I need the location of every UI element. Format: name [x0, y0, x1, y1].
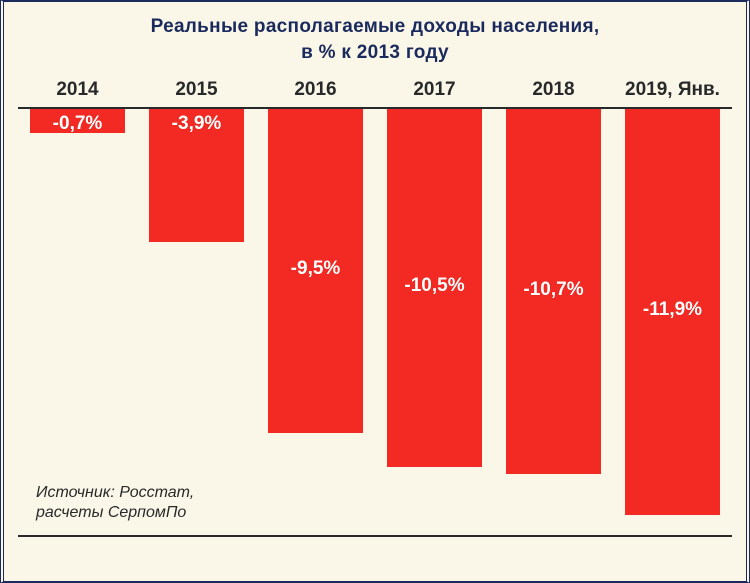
bar-slot: -3,9% — [137, 109, 256, 535]
bar-slot: -10,5% — [375, 109, 494, 535]
source-line1: Источник: Росстат, — [36, 483, 194, 503]
bar-value-label: -0,7% — [53, 113, 103, 135]
chart-title: Реальные располагаемые доходы населения,… — [18, 14, 732, 65]
bar: -3,9% — [149, 109, 244, 242]
bar: -10,7% — [506, 109, 601, 474]
bar-slot: -10,7% — [494, 109, 613, 535]
category-label: 2016 — [256, 79, 375, 107]
category-label: 2014 — [18, 79, 137, 107]
chart-area: 2014 2015 2016 2017 2018 2019, Янв. -0,7… — [18, 79, 732, 549]
source-text: Источник: Росстат, расчеты СерпомПо — [36, 483, 194, 523]
category-label: 2015 — [137, 79, 256, 107]
bar: -0,7% — [30, 109, 125, 133]
chart-title-line1: Реальные располагаемые доходы населения, — [18, 14, 732, 40]
category-axis: 2014 2015 2016 2017 2018 2019, Янв. — [18, 79, 732, 107]
bar-slot: -11,9% — [613, 109, 732, 535]
bar-value-label: -3,9% — [172, 113, 222, 135]
chart-title-line2: в % к 2013 году — [18, 40, 732, 66]
bar-value-label: -9,5% — [291, 258, 341, 280]
bar-value-label: -10,5% — [404, 275, 464, 297]
bar-slot: -9,5% — [256, 109, 375, 535]
bar: -10,5% — [387, 109, 482, 467]
bar: -11,9% — [625, 109, 720, 515]
category-label: 2019, Янв. — [613, 79, 732, 107]
bars: -0,7% -3,9% -9,5% -10,5% -10,7% -11,9% — [18, 109, 732, 535]
category-label: 2017 — [375, 79, 494, 107]
category-label: 2018 — [494, 79, 613, 107]
source-line2: расчеты СерпомПо — [36, 503, 194, 523]
bar-value-label: -10,7% — [523, 278, 583, 300]
bar-value-label: -11,9% — [643, 299, 702, 321]
bar: -9,5% — [268, 109, 363, 433]
plot-area: -0,7% -3,9% -9,5% -10,5% -10,7% -11,9% — [18, 107, 732, 537]
bar-slot: -0,7% — [18, 109, 137, 535]
